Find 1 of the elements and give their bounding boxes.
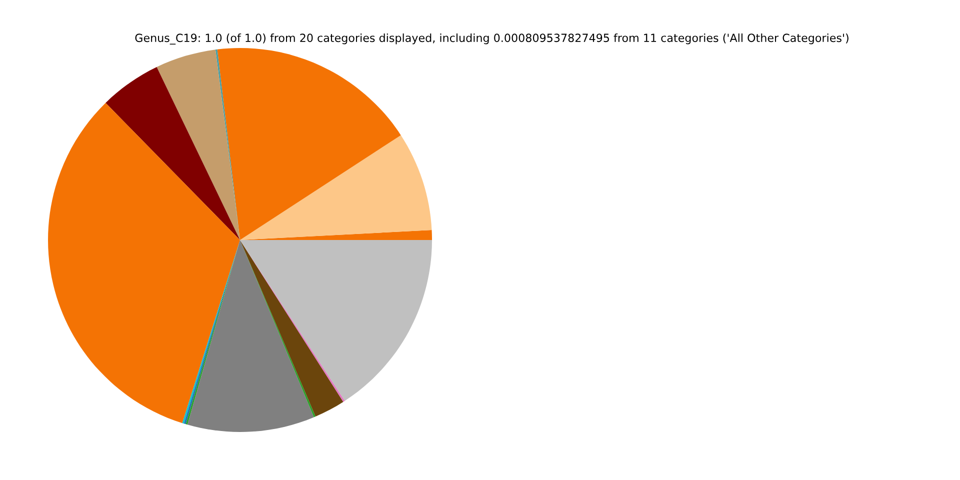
- text: Genus_C19: 1.0 (of 1.0) from 20 categories displayed, including 0.000809537827495 from 11 categories ('All Other Categories'): [135, 33, 848, 45]
